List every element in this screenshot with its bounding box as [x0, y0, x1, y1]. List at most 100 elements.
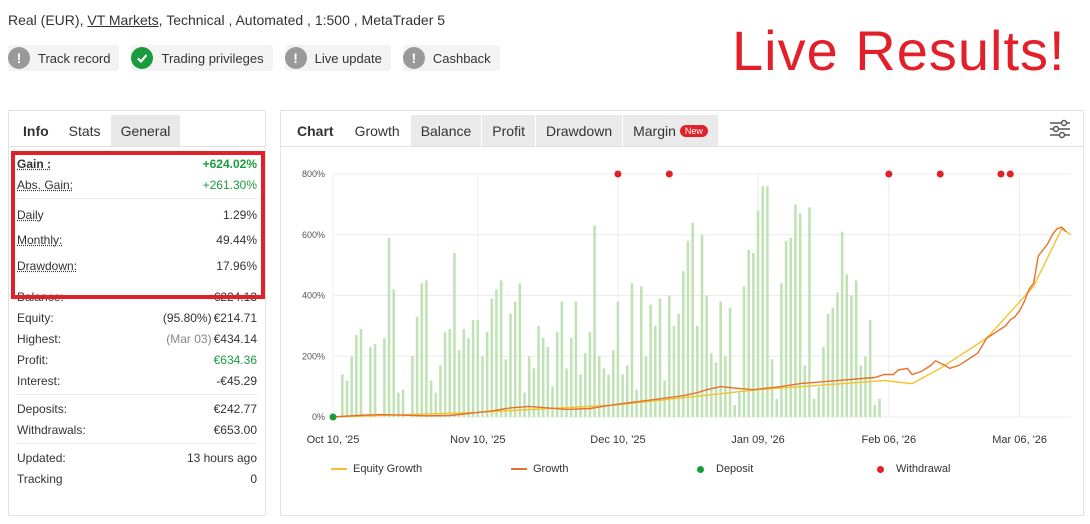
tab-stats[interactable]: Stats — [68, 123, 101, 139]
tab-general[interactable]: General — [110, 115, 181, 146]
volume-bar — [789, 237, 793, 417]
volume-bar — [467, 338, 470, 417]
divider — [17, 198, 257, 199]
volume-bar — [682, 271, 685, 417]
volume-bar — [826, 313, 830, 417]
stat-label: Profit: — [17, 352, 49, 367]
volume-bar — [411, 356, 414, 417]
exclamation-icon: ! — [402, 47, 425, 69]
stats-tabs: Info Stats General — [9, 111, 265, 147]
stat-updated: Updated: 13 hours ago — [9, 447, 265, 468]
new-badge: New — [679, 125, 708, 137]
stat-label[interactable]: Monthly: — [17, 233, 63, 247]
badge-cashback[interactable]: ! Cashback — [402, 45, 500, 71]
stat-label[interactable]: Daily — [17, 207, 44, 222]
volume-bar — [784, 240, 788, 417]
stat-tracking: Tracking 0 — [9, 468, 265, 489]
stat-label[interactable]: Drawdown: — [17, 259, 78, 273]
badge-track-record[interactable]: ! Track record — [8, 45, 120, 71]
volume-bar — [761, 186, 765, 417]
stats-panel: Info Stats General Gain : +624.02% Abs. … — [8, 110, 266, 516]
stats-list: Gain : +624.02% Abs. Gain: +261.30% Dail… — [9, 147, 265, 489]
volume-bar — [481, 356, 484, 417]
stat-value: €653.00 — [213, 422, 257, 437]
badge-trading-privileges[interactable]: Trading privileges — [131, 45, 273, 71]
legend-label: Equity Growth — [353, 463, 423, 475]
account-suffix: , Technical , Automated , 1:500 , MetaTr… — [158, 12, 446, 28]
tab-info[interactable]: Info — [23, 123, 49, 139]
stat-value: -€45.29 — [216, 373, 257, 388]
volume-bar — [429, 380, 433, 417]
stat-value: €434.14 — [213, 331, 257, 346]
volume-bar — [668, 295, 671, 417]
stat-label[interactable]: Abs. Gain: — [17, 177, 74, 192]
volume-bar — [602, 368, 606, 417]
legend-growth[interactable]: Growth — [511, 463, 568, 475]
volume-bar — [798, 213, 802, 417]
stat-label: Withdrawals: — [17, 422, 86, 437]
chart-panel: Chart Growth Balance Profit Drawdown Mar… — [280, 110, 1084, 516]
volume-bar — [579, 374, 582, 417]
volume-bar — [719, 301, 722, 417]
volume-bar — [425, 280, 428, 417]
volume-bar — [457, 350, 461, 417]
volume-bar — [766, 186, 769, 417]
volume-bar — [439, 365, 442, 417]
stat-value: 17.96% — [216, 259, 257, 273]
stat-value: +261.30% — [202, 177, 257, 192]
volume-bar — [462, 328, 466, 417]
volume-bar — [794, 204, 797, 417]
volume-bar — [854, 280, 858, 417]
live-results-overlay: Live Results! — [732, 19, 1066, 82]
badge-row: ! Track record Trading privileges ! Live… — [8, 45, 500, 71]
tab-growth[interactable]: Growth — [344, 115, 410, 146]
badge-live-update[interactable]: ! Live update — [284, 45, 391, 71]
legend-equity-growth[interactable]: Equity Growth — [331, 463, 422, 475]
volume-bar — [696, 325, 699, 417]
withdrawal-marker — [665, 170, 673, 178]
badge-label: Trading privileges — [161, 50, 264, 66]
volume-bar — [621, 374, 624, 417]
broker-link[interactable]: VT Markets — [87, 12, 159, 28]
legend-deposit[interactable]: Deposit — [697, 463, 753, 475]
volume-bar — [546, 347, 550, 417]
legend-label: Deposit — [716, 463, 754, 475]
stat-value: €242.77 — [213, 401, 257, 416]
tab-drawdown[interactable]: Drawdown — [535, 115, 623, 146]
stat-value: 0 — [250, 471, 257, 486]
deposit-marker — [329, 413, 337, 421]
legend-label: Growth — [533, 463, 569, 475]
x-tick-label: Feb 06, '26 — [861, 434, 916, 446]
volume-bar — [509, 313, 512, 417]
volume-bar — [471, 319, 475, 417]
badge-label: Track record — [38, 50, 111, 66]
tab-balance[interactable]: Balance — [410, 115, 482, 146]
settings-sliders-icon[interactable] — [1049, 119, 1071, 139]
x-tick-label: Dec 10, '25 — [590, 434, 645, 446]
volume-bar — [434, 392, 438, 417]
volume-bar — [840, 231, 844, 417]
y-tick-label: 200% — [302, 351, 325, 361]
withdrawal-marker — [997, 170, 1005, 178]
account-info: Real (EUR), VT Markets, Technical , Auto… — [8, 12, 445, 28]
x-tick-label: Mar 06, '26 — [992, 434, 1047, 446]
stat-label[interactable]: Gain : — [17, 156, 52, 171]
volume-bar — [733, 404, 736, 417]
account-prefix: Real (EUR), — [8, 12, 84, 28]
volume-bar — [700, 234, 704, 417]
divider — [17, 394, 257, 395]
volume-bar — [565, 368, 568, 417]
exclamation-icon: ! — [284, 47, 307, 69]
volume-bar — [705, 295, 708, 417]
tab-profit[interactable]: Profit — [482, 115, 535, 146]
stat-value: +624.02% — [202, 156, 257, 171]
legend-withdrawal[interactable]: Withdrawal — [877, 463, 950, 475]
stat-abs-gain: Abs. Gain: +261.30% — [9, 174, 265, 195]
tab-margin[interactable]: Margin New — [623, 115, 718, 146]
chart-tabs: Chart Growth Balance Profit Drawdown Mar… — [281, 111, 1083, 147]
growth-chart: 800% 600% 400% 200% 0% Oct 10, '25 Nov 10, '25… — [302, 169, 1072, 446]
tab-chart[interactable]: Chart — [297, 123, 334, 139]
volume-bar — [551, 386, 554, 417]
check-icon — [131, 47, 154, 69]
volume-bar — [504, 359, 508, 417]
